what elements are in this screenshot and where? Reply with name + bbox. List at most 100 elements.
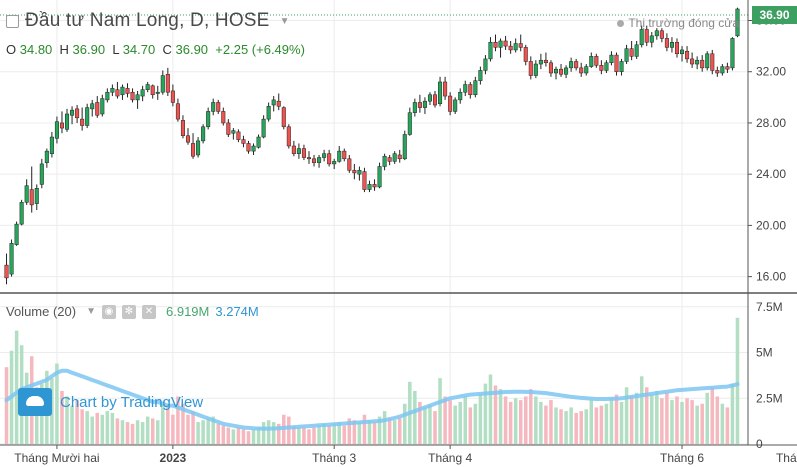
volume-bar bbox=[493, 385, 498, 444]
volume-bar bbox=[161, 403, 165, 444]
volume-bar bbox=[312, 427, 316, 444]
volume-bar bbox=[549, 400, 553, 444]
volume-bar bbox=[55, 363, 59, 444]
gear-icon[interactable]: ✻ bbox=[122, 304, 136, 319]
candle-body bbox=[64, 113, 70, 130]
volume-bar bbox=[675, 396, 679, 444]
volume-bar bbox=[650, 394, 654, 444]
volume-bar bbox=[327, 425, 331, 444]
candle-body bbox=[201, 126, 206, 142]
volume-bar bbox=[498, 389, 503, 444]
candle-body bbox=[342, 150, 347, 160]
time-tick-label: Tháng 4 bbox=[428, 451, 472, 465]
volume-bar bbox=[95, 412, 100, 444]
volume-bar bbox=[226, 427, 231, 444]
time-axis[interactable]: Tháng Mười hai 2023 Tháng 3 Tháng 4 Tháng 6 T… bbox=[14, 445, 797, 465]
tradingview-text: Chart by TradingView bbox=[60, 393, 204, 411]
candle-body bbox=[614, 54, 619, 72]
volume-bar bbox=[191, 411, 195, 444]
price-tick-label: 32.00 bbox=[756, 65, 786, 79]
close-icon[interactable]: ✕ bbox=[142, 304, 156, 319]
time-tick-label: Tháng 3 bbox=[312, 451, 356, 465]
candle-body bbox=[281, 107, 286, 128]
volume-bar bbox=[705, 392, 709, 444]
candle-body bbox=[443, 81, 448, 97]
volume-bar bbox=[559, 409, 563, 444]
symbol-title[interactable]: Đầu tư Nam Long, D, HOSE bbox=[25, 10, 270, 31]
volume-bar bbox=[317, 425, 321, 444]
candle-body bbox=[100, 98, 105, 115]
volume-bar bbox=[720, 403, 725, 444]
volume-bar bbox=[453, 405, 457, 444]
checkbox-icon[interactable] bbox=[6, 14, 19, 28]
chevron-down-icon[interactable]: ▼ bbox=[86, 306, 96, 317]
volume-title[interactable]: Volume (20) bbox=[6, 304, 77, 319]
tradingview-watermark[interactable]: Chart by TradingView bbox=[18, 388, 203, 416]
candle-body bbox=[478, 70, 483, 81]
volume-bar bbox=[529, 389, 533, 444]
volume-bar bbox=[660, 398, 664, 444]
candle-body bbox=[624, 48, 629, 62]
eye-icon[interactable]: ◉ bbox=[102, 304, 116, 319]
volume-bar bbox=[534, 396, 538, 444]
candle-body bbox=[145, 84, 150, 90]
candle-body bbox=[120, 86, 125, 96]
volume-bar bbox=[110, 412, 115, 444]
grid-lines bbox=[0, 0, 748, 445]
volume-legend: Volume (20) ▼ ◉ ✻ ✕ 6.919M 3.274M bbox=[6, 304, 259, 319]
volume-bar bbox=[276, 423, 281, 444]
candle-body bbox=[533, 63, 538, 76]
volume-bar bbox=[302, 427, 306, 444]
candle-body bbox=[604, 62, 609, 71]
candle-body bbox=[216, 102, 221, 112]
volume-axis[interactable]: 7.5M 5M 2.5M 0 bbox=[756, 300, 783, 451]
candle-body bbox=[387, 157, 392, 162]
volume-bar bbox=[700, 403, 704, 444]
volume-bar bbox=[150, 418, 155, 444]
volume-bar bbox=[473, 403, 478, 444]
volume-bar bbox=[579, 411, 583, 444]
volume-bar bbox=[145, 416, 150, 444]
chevron-down-icon[interactable]: ▼ bbox=[279, 15, 290, 27]
volume-bar bbox=[251, 429, 256, 444]
candle-body bbox=[503, 40, 508, 47]
candle-body bbox=[458, 91, 463, 101]
open-value: 34.80 bbox=[19, 42, 53, 57]
volume-bar bbox=[584, 409, 589, 444]
volume-bar bbox=[513, 398, 518, 444]
volume-bar bbox=[655, 390, 659, 444]
candle-body bbox=[553, 68, 559, 74]
candle-body bbox=[185, 135, 191, 143]
candle-body bbox=[367, 184, 372, 190]
volume-bar bbox=[387, 418, 392, 444]
volume-bar bbox=[115, 418, 120, 444]
last-price-badge: 36.90 bbox=[752, 6, 797, 24]
candle-body bbox=[654, 30, 659, 37]
candle-body bbox=[498, 40, 503, 48]
volume-bar bbox=[287, 416, 291, 444]
volume-bar bbox=[4, 367, 9, 444]
candle-body bbox=[564, 67, 569, 75]
candle-body bbox=[589, 56, 594, 67]
volume-bar bbox=[382, 411, 387, 444]
candle-body bbox=[135, 94, 140, 101]
volume-bar bbox=[105, 411, 110, 444]
candle-body bbox=[49, 136, 54, 154]
volume-bar bbox=[423, 407, 427, 444]
volume-bar bbox=[629, 396, 634, 444]
volume-bar bbox=[181, 403, 185, 444]
candle-body bbox=[211, 102, 216, 112]
volume-bar bbox=[518, 400, 523, 444]
candle-body bbox=[332, 161, 337, 165]
candle-body bbox=[664, 38, 669, 48]
volume-bar bbox=[614, 394, 619, 444]
candle-body bbox=[160, 75, 165, 93]
volume-bar bbox=[261, 422, 266, 444]
volume-bar bbox=[75, 400, 79, 444]
volume-bar bbox=[216, 423, 221, 444]
candle-body bbox=[382, 155, 387, 167]
price-tick-label: 16.00 bbox=[756, 270, 786, 284]
market-status-text: Thị trường đóng cửa bbox=[628, 16, 739, 30]
